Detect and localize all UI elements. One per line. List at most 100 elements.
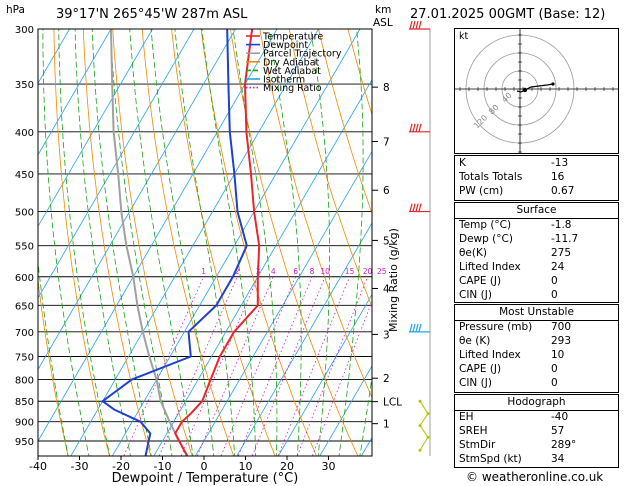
surface-row-cin: CIN (J) 0: [459, 289, 614, 303]
surface-row-thetae: θe(K) 275: [459, 247, 614, 261]
pressure-tick-label: 800: [15, 376, 34, 387]
mu-row-cape: CAPE (J) 0: [459, 363, 614, 377]
surface-title: Surface: [516, 204, 557, 216]
wet-adiabat-line: [58, 29, 111, 456]
mixing-ratio-label: 25: [377, 267, 387, 276]
pressure-unit-label: hPa: [6, 4, 25, 16]
hodograph-end-marker: [551, 82, 555, 86]
x-tick-label: 10: [239, 460, 253, 473]
km-tick-label: 2: [383, 373, 390, 385]
mu-value: 0: [551, 377, 558, 389]
km-tick-label: 4: [383, 283, 390, 295]
mixing-ratio-label: 20: [363, 267, 373, 276]
km-tick-label: 7: [383, 137, 390, 149]
isotherm-line: [38, 29, 195, 299]
wind-barb-400: [409, 123, 430, 133]
dry-adiabat-line: [318, 29, 372, 215]
hodo-value: 34: [551, 453, 565, 465]
low-level-wind-point: [418, 399, 422, 403]
surface-value: -1.8: [551, 219, 572, 231]
pressure-tick-label: 700: [15, 328, 34, 339]
index-row-pw: PW (cm) 0.67: [459, 185, 614, 199]
indices-panel: K -13 Totals Totals 16 PW (cm) 0.67: [454, 155, 619, 201]
wet-adiabat-line: [38, 258, 69, 456]
legend-label: Dewpoint: [263, 40, 308, 51]
wet-adiabat-line: [129, 29, 194, 456]
surface-label: CIN (J): [459, 289, 492, 301]
surface-label: Temp (°C): [459, 219, 512, 231]
x-axis-title: Dewpoint / Temperature (°C): [112, 471, 299, 486]
hodo-value: 289°: [551, 439, 577, 451]
dry-adiabat-line: [171, 29, 276, 456]
index-value: 16: [551, 171, 565, 183]
isotherm-line: [38, 29, 236, 371]
wet-adiabat-line: [91, 29, 152, 456]
surface-row-dewp: Dewp (°C) -11.7: [459, 233, 614, 247]
mixing-ratio-line: [296, 276, 368, 456]
surface-value: 24: [551, 261, 565, 273]
index-value: -13: [551, 157, 569, 169]
surface-label: θe(K): [459, 247, 487, 259]
isotherm-line: [70, 29, 319, 456]
mu-label: Pressure (mb): [459, 321, 533, 333]
wind-barb-500: [409, 203, 430, 213]
index-label: K: [459, 157, 466, 169]
hodo-row-stmspd: StmSpd (kt) 34: [459, 453, 614, 467]
wet-adiabat-line: [268, 29, 302, 456]
dry-adiabat-line: [82, 29, 152, 456]
low-level-wind-point: [426, 435, 430, 439]
temperature-line: [174, 29, 261, 456]
wet-adiabat-line: [42, 29, 90, 456]
mixing-ratio-line: [220, 276, 296, 456]
km-tick-label: 5: [383, 235, 390, 247]
isotherm-line: [236, 222, 372, 456]
mixing-ratio-label: 6: [293, 267, 298, 276]
dry-adiabat-line: [229, 29, 359, 456]
wet-adiabat-line: [150, 29, 215, 456]
legend-label: Temperature: [262, 32, 323, 43]
surface-value: 0: [551, 275, 558, 287]
forecast-datetime: 27.01.2025 00GMT (Base: 12): [410, 7, 606, 22]
wind-barb-700: [409, 323, 430, 333]
pressure-tick-label: 550: [15, 242, 34, 253]
legend-label: Wet Adiabat: [263, 66, 321, 77]
pressure-tick-label: 750: [15, 353, 34, 364]
mu-value: 293: [551, 335, 572, 347]
isotherm-line: [319, 365, 372, 456]
hodograph-indices-panel: Hodograph EH -40 SREH 57 StmDir 289° StmSpd…: [454, 394, 619, 468]
mixing-ratio-line: [237, 276, 313, 456]
dry-adiabat-line: [38, 276, 69, 456]
x-tick-label: 20: [280, 460, 294, 473]
hodo-row-eh: EH -40: [459, 411, 614, 425]
mu-value: 0: [551, 363, 558, 375]
dewpoint-line: [101, 29, 248, 456]
surface-row-cape: CAPE (J) 0: [459, 275, 614, 289]
mu-row-li: Lifted Index 10: [459, 349, 614, 363]
wet-adiabat-line: [310, 29, 330, 456]
hodograph-panel: kt 120 80 40: [454, 28, 619, 154]
pressure-tick-label: 900: [15, 418, 34, 429]
parcel-trajectory-line: [110, 29, 188, 456]
isotherm-line: [111, 29, 361, 456]
dry-adiabat-line: [53, 29, 110, 456]
hodograph-ring-80: 80: [487, 103, 501, 117]
x-tick-label: 0: [201, 460, 208, 473]
surface-value: 0: [551, 289, 558, 301]
mixing-ratio-label: 3: [256, 267, 261, 276]
pressure-tick-label: 500: [15, 208, 34, 219]
mixing-ratio-label: 15: [345, 267, 355, 276]
index-value: 0.67: [551, 185, 575, 197]
most-unstable-title: Most Unstable: [499, 306, 574, 318]
mu-label: Lifted Index: [459, 349, 521, 361]
mixing-ratio-label: 2: [235, 267, 240, 276]
copyright-footer: © weatheronline.co.uk: [466, 470, 604, 484]
hodograph-trace: [516, 83, 554, 93]
wind-barb-300: [409, 20, 430, 30]
hodo-value: -40: [551, 411, 569, 423]
index-row-k: K -13: [459, 157, 614, 171]
mu-row-thetae: θe (K) 293: [459, 335, 614, 349]
mixing-ratio-line: [196, 276, 274, 456]
hodo-value: 57: [551, 425, 565, 437]
x-tick-label: -30: [71, 460, 89, 473]
